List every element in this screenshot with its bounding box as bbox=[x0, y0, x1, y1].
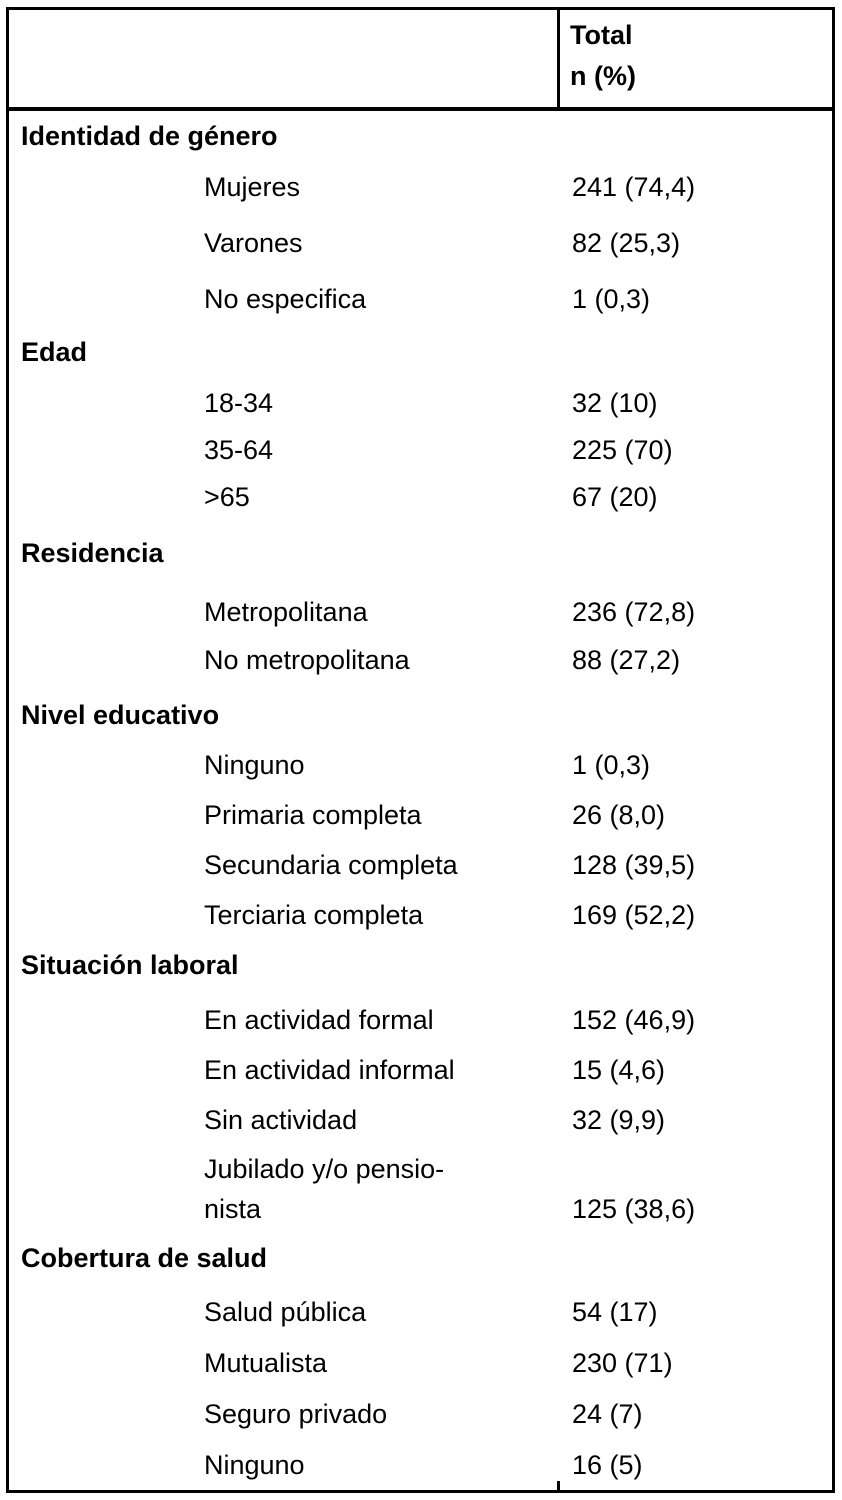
table-row: 18-34 32 (10) bbox=[9, 379, 832, 426]
row-label-line1: Jubilado y/o pensio- bbox=[204, 1154, 445, 1184]
section-residencia: Residencia Metropolitana 236 (72,8) No m… bbox=[9, 538, 832, 684]
section-identidad-de-genero: Identidad de género Mujeres 241 (74,4) V… bbox=[9, 121, 832, 327]
section-title: Residencia bbox=[21, 538, 164, 568]
header-empty-cell bbox=[9, 10, 560, 107]
column-header-total-line1: Total bbox=[570, 20, 633, 50]
table-row: No especifica 1 (0,3) bbox=[9, 271, 832, 327]
row-value: 230 (71) bbox=[572, 1347, 673, 1378]
row-label: Metropolitana bbox=[204, 597, 368, 627]
row-value: 24 (7) bbox=[572, 1398, 643, 1429]
row-value: 1 (0,3) bbox=[572, 750, 651, 780]
row-value: 32 (10) bbox=[572, 387, 658, 418]
row-label: Mujeres bbox=[204, 172, 301, 202]
column-header-total-line2: n (%) bbox=[570, 61, 636, 91]
table-row: Secundaria completa 128 (39,5) bbox=[9, 840, 832, 890]
row-label: 35-64 bbox=[204, 434, 274, 465]
row-value: 54 (17) bbox=[572, 1296, 658, 1327]
row-value: 128 (39,5) bbox=[572, 850, 696, 880]
row-value: 15 (4,6) bbox=[572, 1055, 666, 1085]
table-row: Jubilado y/o pensio- nista 125 (38,6) bbox=[9, 1145, 832, 1235]
table-row: Mujeres 241 (74,4) bbox=[9, 159, 832, 215]
table-row: Ninguno 1 (0,3) bbox=[9, 740, 832, 790]
section-cobertura-de-salud: Cobertura de salud Salud pública 54 (17)… bbox=[9, 1243, 832, 1490]
row-value: 125 (38,6) bbox=[572, 1194, 696, 1224]
row-value: 169 (52,2) bbox=[572, 900, 696, 930]
table-row: Mutualista 230 (71) bbox=[9, 1337, 832, 1388]
table-row: Seguro privado 24 (7) bbox=[9, 1388, 832, 1439]
section-title: Cobertura de salud bbox=[21, 1243, 268, 1273]
row-label: Ninguno bbox=[204, 750, 305, 780]
table-row: En actividad informal 15 (4,6) bbox=[9, 1045, 832, 1095]
table-row: Varones 82 (25,3) bbox=[9, 215, 832, 271]
row-value: 236 (72,8) bbox=[572, 597, 696, 627]
row-label: En actividad formal bbox=[204, 1005, 434, 1035]
row-label: Jubilado y/o pensio- nista bbox=[204, 1149, 572, 1229]
row-value: 82 (25,3) bbox=[572, 228, 681, 258]
table-row: Sin actividad 32 (9,9) bbox=[9, 1095, 832, 1145]
row-value: 1 (0,3) bbox=[572, 284, 651, 314]
section-title: Identidad de género bbox=[21, 121, 278, 151]
row-label: 18-34 bbox=[204, 387, 274, 418]
section-title: Nivel educativo bbox=[21, 700, 220, 730]
row-label: Primaria completa bbox=[204, 800, 422, 830]
row-value: 225 (70) bbox=[572, 434, 673, 465]
row-label: Ninguno bbox=[204, 1449, 305, 1480]
section-title: Situación laboral bbox=[21, 950, 239, 980]
row-label: Varones bbox=[204, 228, 303, 258]
column-divider-tick bbox=[557, 1481, 560, 1490]
row-value: 152 (46,9) bbox=[572, 1005, 696, 1035]
section-edad: Edad 18-34 32 (10) 35-64 225 (70) >65 67… bbox=[9, 337, 832, 520]
row-label: Salud pública bbox=[204, 1296, 367, 1327]
table-row: Ninguno 16 (5) bbox=[9, 1439, 832, 1490]
row-value: 32 (9,9) bbox=[572, 1105, 666, 1135]
table-row: 35-64 225 (70) bbox=[9, 426, 832, 473]
row-label: Mutualista bbox=[204, 1347, 328, 1378]
table-row: Primaria completa 26 (8,0) bbox=[9, 790, 832, 840]
demographics-table: Total n (%) Identidad de género Mujeres … bbox=[6, 7, 835, 1493]
column-header-total: Total n (%) bbox=[560, 10, 832, 107]
row-label: En actividad informal bbox=[204, 1055, 455, 1085]
row-value: 16 (5) bbox=[572, 1449, 643, 1480]
row-label: Sin actividad bbox=[204, 1105, 358, 1135]
row-label: Terciaria completa bbox=[204, 900, 424, 930]
table-row: Salud pública 54 (17) bbox=[9, 1286, 832, 1337]
table-row: Terciaria completa 169 (52,2) bbox=[9, 890, 832, 940]
section-nivel-educativo: Nivel educativo Ninguno 1 (0,3) Primaria… bbox=[9, 700, 832, 940]
table-row: Metropolitana 236 (72,8) bbox=[9, 588, 832, 636]
row-label: No metropolitana bbox=[204, 645, 410, 675]
row-label: >65 bbox=[204, 481, 250, 512]
row-value: 241 (74,4) bbox=[572, 172, 696, 202]
row-label-line2: nista bbox=[204, 1194, 262, 1224]
row-label: No especifica bbox=[204, 284, 367, 314]
section-title: Edad bbox=[21, 337, 88, 367]
section-situacion-laboral: Situación laboral En actividad formal 15… bbox=[9, 950, 832, 1235]
table-row: No metropolitana 88 (27,2) bbox=[9, 636, 832, 684]
row-value: 88 (27,2) bbox=[572, 645, 681, 675]
row-value: 67 (20) bbox=[572, 481, 658, 512]
row-value: 26 (8,0) bbox=[572, 800, 666, 830]
row-label: Secundaria completa bbox=[204, 850, 458, 880]
table-header-row: Total n (%) bbox=[9, 10, 832, 111]
table-row: >65 67 (20) bbox=[9, 473, 832, 520]
table-row: En actividad formal 152 (46,9) bbox=[9, 995, 832, 1045]
row-label: Seguro privado bbox=[204, 1398, 388, 1429]
